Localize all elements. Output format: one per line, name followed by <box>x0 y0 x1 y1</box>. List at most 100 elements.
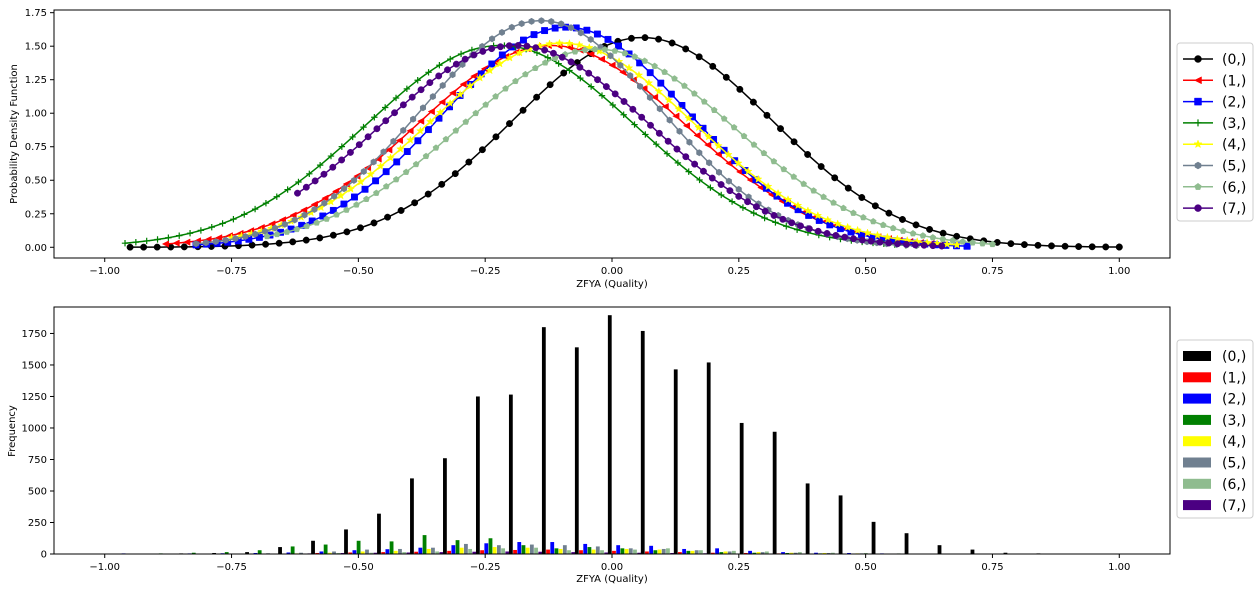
frequency-x-axis-label: ZFYA (Quality) <box>576 574 648 585</box>
pdf-legend-item-0: (0,) <box>1183 52 1246 68</box>
frequency-bar <box>534 547 538 554</box>
frequency-bar <box>426 548 431 554</box>
frequency-bar <box>245 552 249 554</box>
pdf-point <box>520 36 527 44</box>
pdf-point <box>952 240 962 249</box>
pdf-point <box>311 177 319 185</box>
frequency-x-tick-label: −0.50 <box>343 562 374 573</box>
pdf-point <box>779 215 787 223</box>
frequency-bar <box>571 552 576 554</box>
pdf-point <box>353 201 360 208</box>
pdf-y-tick-label: 0.50 <box>25 176 47 187</box>
pdf-point <box>497 43 504 51</box>
frequency-bar <box>715 548 719 554</box>
pdf-point <box>544 54 551 61</box>
pdf-point <box>376 161 385 170</box>
pdf-x-tick-label: 0.00 <box>601 266 623 277</box>
pdf-point <box>498 28 505 36</box>
pdf-point <box>730 123 738 131</box>
pdf-point <box>634 70 644 79</box>
pdf-point <box>370 219 378 227</box>
frequency-bar <box>743 552 748 554</box>
pdf-point <box>320 170 328 178</box>
frequency-bar <box>257 550 262 554</box>
pdf-point <box>465 158 473 166</box>
pdf-point <box>449 71 456 79</box>
frequency-bar <box>406 552 411 554</box>
pdf-point <box>667 90 675 98</box>
frequency-bar <box>1003 552 1008 554</box>
pdf-x-tick-label: −0.75 <box>216 266 247 277</box>
frequency-bar <box>772 431 777 554</box>
pdf-point <box>333 211 340 218</box>
pdf-y-tick-label: 0.25 <box>25 209 47 220</box>
frequency-bar <box>529 544 534 554</box>
pdf-x-tick-label: −0.50 <box>343 266 374 277</box>
pdf-point <box>447 55 454 63</box>
pdf-point <box>770 157 778 165</box>
frequency-bar <box>793 552 798 554</box>
pdf-point <box>1020 241 1028 249</box>
frequency-x-tick-label: 0.75 <box>981 562 1003 573</box>
frequency-bar <box>377 513 381 554</box>
pdf-point <box>302 236 310 244</box>
pdf-point <box>541 27 549 35</box>
frequency-y-tick-label: 1250 <box>22 392 47 403</box>
pdf-point <box>295 178 302 186</box>
pdf-point <box>222 236 229 244</box>
pdf-point <box>657 79 665 87</box>
frequency-bar <box>402 552 407 554</box>
pdf-point <box>939 229 947 237</box>
pdf-point <box>293 225 301 233</box>
pdf-point <box>823 215 833 224</box>
pdf-point <box>919 232 927 239</box>
frequency-bar <box>464 543 468 554</box>
pdf-point <box>938 242 946 250</box>
pdf-point <box>722 73 730 81</box>
pdf-point <box>735 192 743 200</box>
pdf-point <box>532 64 539 71</box>
pdf-point <box>470 72 478 80</box>
pdf-point <box>356 224 364 232</box>
pdf-legend-marker <box>1193 76 1202 85</box>
frequency-y-tick-label: 750 <box>28 455 47 466</box>
pdf-point <box>153 243 161 251</box>
frequency-bar <box>311 540 315 554</box>
frequency-legend-swatch <box>1183 351 1211 361</box>
pdf-point <box>396 144 405 153</box>
pdf-point <box>805 225 813 233</box>
frequency-bar <box>711 552 715 554</box>
pdf-point <box>567 58 575 66</box>
pdf-point <box>628 34 635 42</box>
frequency-bar <box>546 549 550 554</box>
pdf-point <box>1007 240 1015 248</box>
pdf-point <box>902 240 910 248</box>
pdf-point <box>397 207 405 214</box>
frequency-bar <box>365 549 369 554</box>
pdf-point <box>804 151 812 158</box>
pdf-point <box>813 211 823 220</box>
frequency-bar <box>686 550 691 554</box>
pdf-point <box>329 163 337 171</box>
pdf-point <box>132 238 140 246</box>
frequency-bar <box>381 552 386 554</box>
frequency-legend-item-0: (0,) <box>1183 349 1246 365</box>
pdf-point <box>313 219 321 226</box>
pdf-point <box>251 205 259 213</box>
frequency-legend-label: (5,) <box>1222 456 1246 472</box>
pdf-point <box>577 29 584 37</box>
pdf-point <box>435 114 443 122</box>
pdf-point <box>790 138 798 146</box>
pdf-legend-label: (5,) <box>1222 159 1246 175</box>
frequency-bar <box>360 551 365 554</box>
pdf-point <box>263 232 271 240</box>
pdf-point <box>594 76 601 84</box>
frequency-legend-swatch <box>1183 500 1211 511</box>
pdf-point <box>673 145 681 153</box>
pdf-point <box>735 185 742 193</box>
pdf-y-axis-label: Probability Density Function <box>9 64 20 204</box>
pdf-point <box>502 85 509 92</box>
pdf-x-tick-label: 0.75 <box>981 266 1003 277</box>
pdf-point <box>541 59 549 66</box>
pdf-point <box>608 61 616 69</box>
